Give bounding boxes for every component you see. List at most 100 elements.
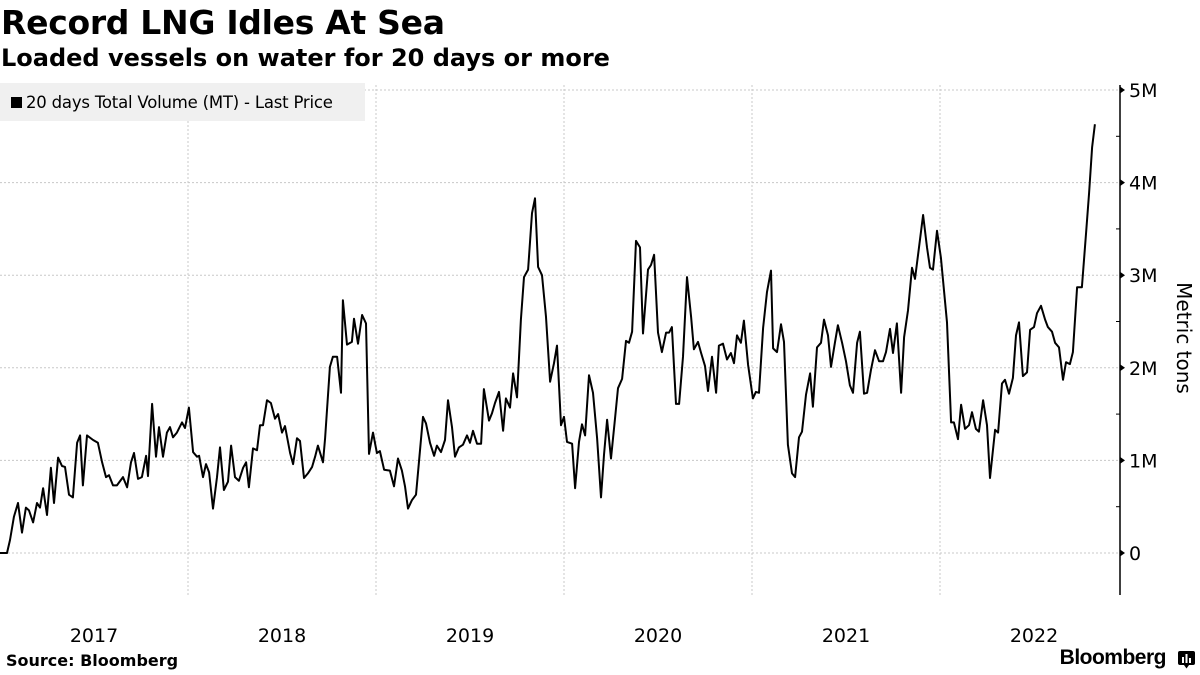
x-tick-label: 2020	[634, 625, 682, 647]
data-point	[743, 320, 744, 321]
data-point	[278, 414, 279, 415]
data-point	[566, 441, 567, 442]
data-point	[281, 432, 282, 433]
data-point	[411, 500, 412, 501]
data-point	[691, 316, 692, 317]
y-tick-mark	[1120, 271, 1125, 279]
data-point	[342, 300, 343, 301]
data-point	[80, 435, 81, 436]
data-point	[372, 432, 373, 433]
data-point	[407, 508, 408, 509]
data-point	[116, 485, 117, 486]
data-point	[440, 452, 441, 453]
data-point	[560, 425, 561, 426]
data-point	[454, 456, 455, 457]
data-point	[1045, 319, 1046, 320]
chart-subtitle: Loaded vessels on water for 20 days or m…	[1, 44, 610, 72]
data-point	[711, 356, 712, 357]
data-point	[585, 435, 586, 436]
data-point	[1089, 192, 1090, 193]
data-point	[505, 398, 506, 399]
data-point	[1033, 327, 1034, 328]
data-point	[6, 552, 7, 553]
data-point	[523, 277, 524, 278]
data-point	[429, 442, 430, 443]
data-point	[755, 391, 756, 392]
data-point	[842, 342, 843, 343]
data-point	[740, 342, 741, 343]
data-point	[1040, 305, 1041, 306]
data-point	[25, 507, 26, 508]
data-point	[812, 406, 813, 407]
data-point	[730, 352, 731, 353]
data-point	[219, 447, 220, 448]
data-point	[122, 477, 123, 478]
data-point	[466, 435, 467, 436]
data-point	[849, 385, 850, 386]
data-point	[444, 439, 445, 440]
data-point	[451, 427, 452, 428]
data-point	[610, 458, 611, 459]
data-point	[1062, 379, 1063, 380]
data-point	[657, 332, 658, 333]
data-point	[315, 456, 316, 457]
data-point	[317, 445, 318, 446]
y-tick-label: 2M	[1129, 358, 1157, 380]
y-tick-mark	[1120, 364, 1125, 372]
y-tick-mark	[1120, 86, 1125, 94]
data-point	[483, 389, 484, 390]
data-point	[693, 349, 694, 350]
y-tick-mark	[1120, 179, 1125, 187]
data-point	[837, 325, 838, 326]
data-point	[686, 277, 687, 278]
data-point	[28, 510, 29, 511]
data-point	[1008, 393, 1009, 394]
data-point	[776, 352, 777, 353]
data-point	[68, 494, 69, 495]
data-point	[852, 392, 853, 393]
data-point	[1012, 377, 1013, 378]
data-point	[791, 473, 792, 474]
data-point	[1030, 329, 1031, 330]
data-point	[1069, 364, 1070, 365]
data-point	[857, 342, 858, 343]
data-point	[914, 278, 915, 279]
data-point	[635, 240, 636, 241]
data-point	[205, 464, 206, 465]
data-point	[379, 451, 380, 452]
data-point	[351, 341, 352, 342]
data-point	[462, 444, 463, 445]
data-point	[216, 477, 217, 478]
data-point	[556, 345, 557, 346]
data-point	[296, 438, 297, 439]
data-point	[422, 416, 423, 417]
data-point	[346, 344, 347, 345]
data-point	[112, 485, 113, 486]
x-axis: 2017 2018 2019 2020 2021 2022	[70, 625, 1058, 647]
data-point	[293, 464, 294, 465]
data-point	[105, 477, 106, 478]
data-point	[923, 214, 924, 215]
data-point	[669, 332, 670, 333]
y-tick-label: 1M	[1129, 450, 1157, 472]
y-tick-label: 0	[1129, 543, 1141, 565]
data-point	[971, 412, 972, 413]
data-point	[365, 323, 366, 324]
data-point	[654, 254, 655, 255]
data-point	[434, 455, 435, 456]
data-point	[17, 502, 18, 503]
data-point	[929, 267, 930, 268]
data-point	[458, 447, 459, 448]
data-point	[498, 391, 499, 392]
data-point	[666, 332, 667, 333]
data-point	[622, 378, 623, 379]
data-point	[722, 343, 723, 344]
data-point	[312, 466, 313, 467]
data-point	[266, 400, 267, 401]
x-tick-label: 2018	[258, 625, 306, 647]
data-point	[780, 324, 781, 325]
data-point	[647, 269, 648, 270]
data-point	[97, 442, 98, 443]
data-point	[528, 269, 529, 270]
data-point	[234, 477, 235, 478]
